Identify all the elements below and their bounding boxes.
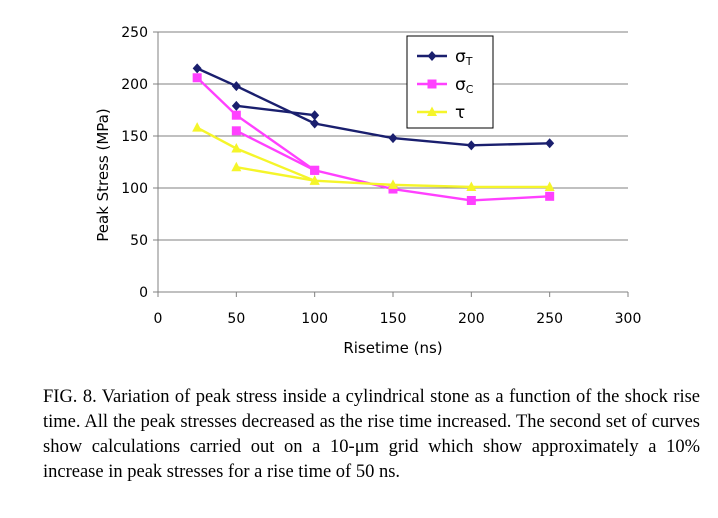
x-tick-label: 200 (458, 311, 485, 327)
y-tick-label: 250 (121, 25, 148, 41)
series-0 (192, 63, 555, 151)
x-tick-label: 100 (301, 311, 328, 327)
y-tick-label: 50 (130, 233, 148, 249)
data-point (544, 181, 555, 191)
series-4 (231, 126, 320, 175)
data-point (545, 191, 555, 201)
data-point (231, 81, 241, 92)
data-point (310, 165, 320, 175)
data-point (231, 100, 241, 111)
series-line (196, 67, 550, 147)
data-point (231, 161, 242, 172)
y-tick-label: 150 (121, 129, 148, 145)
legend-label: σC (455, 75, 474, 96)
x-tick-label: 300 (615, 311, 642, 327)
legend-label: σT (455, 47, 473, 68)
data-point (466, 140, 476, 151)
y-tick-label: 200 (121, 77, 148, 93)
legend-marker (427, 106, 437, 116)
series-line (236, 166, 315, 182)
legend-label-main: τ (455, 103, 465, 123)
data-point (310, 110, 320, 121)
data-point (388, 184, 398, 194)
series-line (235, 129, 316, 172)
legend-label-main: σ (455, 47, 466, 67)
data-point (192, 73, 202, 83)
legend-marker (427, 79, 437, 89)
data-point (192, 63, 202, 74)
data-point (192, 122, 203, 132)
data-point (466, 195, 476, 205)
y-tick-label: 100 (121, 181, 148, 197)
series-line (196, 126, 550, 189)
series-line (196, 76, 550, 202)
x-tick-labels: 0 50 100 150 200 250 300 (154, 292, 642, 327)
figure-caption: FIG. 8. Variation of peak stress inside … (43, 387, 700, 482)
series-5 (231, 161, 320, 185)
y-tick-label: 0 (139, 285, 148, 301)
y-axis-title: Peak Stress (MPa) (94, 108, 112, 241)
x-axis-title: Risetime (ns) (343, 339, 442, 357)
plot-area (192, 63, 555, 205)
series-2 (192, 122, 555, 191)
legend-entry: σT (417, 47, 473, 68)
series-line (236, 104, 315, 117)
data-point (545, 138, 555, 149)
series-3 (231, 100, 320, 121)
data-point (466, 181, 477, 191)
legend-label-subscript: C (466, 83, 474, 96)
legend-box (406, 35, 494, 129)
data-point (231, 126, 241, 136)
legend-label: τ (455, 103, 465, 123)
x-tick-label: 50 (227, 311, 245, 327)
peak-stress-chart: 0 50 100 150 200 250 0 50 100 150 200 250 300 Peak … (94, 25, 642, 357)
legend-label-main: σ (455, 75, 466, 95)
series-1 (192, 73, 555, 205)
axes (157, 32, 628, 293)
legend-entry: σC (417, 75, 474, 96)
data-point (310, 118, 320, 129)
y-tick-labels: 0 50 100 150 200 250 (121, 25, 158, 301)
data-point (231, 142, 242, 153)
x-tick-label: 250 (536, 311, 563, 327)
legend-entry: τ (417, 103, 465, 123)
data-point (231, 110, 241, 120)
legend-marker (427, 51, 437, 61)
legend-label-subscript: T (465, 55, 473, 68)
data-point (388, 179, 398, 189)
data-point (388, 133, 398, 144)
data-point (309, 175, 320, 185)
x-tick-label: 150 (380, 311, 407, 327)
x-tick-label: 0 (154, 311, 163, 327)
